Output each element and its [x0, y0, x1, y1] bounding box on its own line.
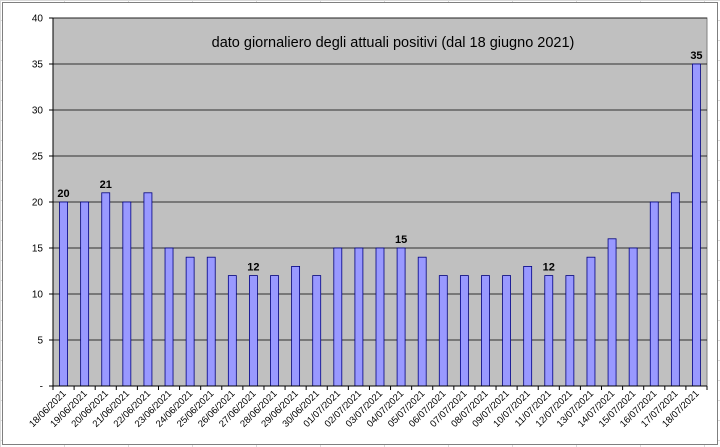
y-tick-label: 15: [32, 244, 44, 255]
bar: [565, 275, 575, 387]
bar: [143, 192, 153, 387]
y-tick-label: 20: [32, 198, 44, 209]
bar: [185, 256, 195, 387]
y-tick-label: 10: [32, 290, 44, 301]
y-tick-label: -: [40, 382, 43, 393]
bar: [291, 265, 301, 387]
bar: [101, 192, 111, 387]
bar: [649, 201, 659, 387]
bar: [206, 256, 216, 387]
bar: [396, 247, 406, 387]
bar: [333, 247, 343, 387]
bar: [164, 247, 174, 387]
data-label: 21: [100, 179, 112, 191]
bar: [670, 192, 680, 387]
bar: [354, 247, 364, 387]
bar: [122, 201, 132, 387]
bar: [270, 275, 279, 387]
y-axis: - 5 10 15 20 25 30 35 40: [32, 14, 54, 393]
bar: [438, 275, 448, 387]
y-tick-label: 25: [32, 152, 44, 163]
y-tick-label: 40: [32, 14, 44, 25]
data-label: 20: [57, 188, 69, 200]
bar: [586, 256, 596, 387]
bar: [375, 247, 385, 387]
bar: [544, 275, 554, 387]
bar: [312, 275, 322, 387]
x-axis: 18/06/202119/06/202120/06/202121/06/2021…: [27, 385, 708, 430]
bars: [59, 63, 701, 387]
y-tick-label: 35: [32, 60, 44, 71]
bar: [249, 275, 258, 387]
bar: [59, 201, 68, 387]
chart-title: dato giornaliero degli attuali positivi …: [212, 35, 575, 51]
bar: [227, 275, 237, 387]
data-label: 15: [395, 234, 407, 246]
bar: [459, 275, 469, 387]
bar: [628, 247, 638, 387]
bar: [502, 275, 511, 387]
bar: [692, 63, 701, 387]
y-tick-label: 30: [32, 106, 44, 117]
bar: [607, 238, 617, 387]
data-label: 12: [247, 262, 259, 274]
bar: [481, 275, 490, 387]
y-tick-label: 5: [37, 336, 43, 347]
data-label: 12: [543, 262, 555, 274]
bar: [80, 201, 90, 387]
bar: [523, 265, 533, 387]
data-label: 35: [690, 50, 702, 62]
bar: [417, 256, 427, 387]
data-labels: 20 21 12 15 12 35: [57, 50, 702, 274]
